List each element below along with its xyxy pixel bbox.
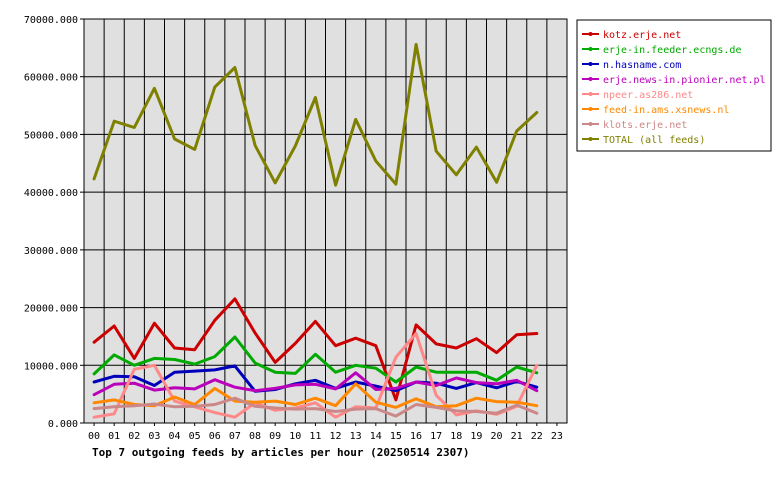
series-line-7: [92, 42, 539, 187]
legend-label: erje-in.feeder.ecngs.de: [603, 45, 741, 56]
x-tick-label: 19: [470, 431, 482, 442]
legend-box: [576, 19, 772, 152]
legend-label: feed-in.ams.xsnews.nl: [603, 105, 729, 116]
legend-marker: [588, 122, 593, 126]
legend-label: TOTAL (all feeds): [603, 135, 705, 146]
legend-label: npeer.as286.net: [603, 90, 693, 101]
x-tick-label: 05: [189, 431, 201, 442]
x-tick-label: 20: [491, 431, 503, 442]
legend: kotz.erje.net erje-in.feeder.ecngs.de n.ha…: [576, 19, 772, 152]
y-tick-label: 50000.000: [24, 130, 78, 141]
legend-label: erje.news-in.pionier.net.pl: [603, 75, 766, 86]
y-tick-label: 0.000: [48, 419, 78, 430]
x-tick-label: 01: [108, 431, 120, 442]
legend-label: n.hasname.com: [603, 60, 681, 71]
x-tick-label: 02: [128, 431, 140, 442]
grid: [84, 19, 567, 423]
y-tick-label: 10000.000: [24, 361, 78, 372]
y-axis-ticks: 0.000 10000.000 20000.000 30000.000 40000.00…: [24, 15, 84, 430]
series-lines: [92, 42, 539, 419]
legend-marker: [588, 62, 593, 66]
x-tick-label: 14: [370, 431, 382, 442]
x-tick-label: 07: [229, 431, 241, 442]
legend-label: klots.erje.net: [603, 120, 687, 131]
legend-marker: [588, 32, 593, 36]
series-line-5: [92, 382, 539, 409]
plot-frame: [83, 18, 568, 424]
x-tick-label: 15: [390, 431, 402, 442]
legend-marker: [588, 107, 593, 111]
legend-marker: [588, 47, 593, 51]
chart-title: Top 7 outgoing feeds by articles per hou…: [92, 446, 470, 459]
x-tick-label: 12: [330, 431, 342, 442]
series-line-2: [92, 364, 539, 393]
legend-marker: [588, 77, 593, 81]
x-tick-label: 04: [169, 431, 181, 442]
x-tick-label: 08: [249, 431, 261, 442]
y-tick-label: 30000.000: [24, 246, 78, 257]
x-tick-label: 13: [350, 431, 362, 442]
x-tick-label: 09: [269, 431, 281, 442]
y-tick-label: 20000.000: [24, 304, 78, 315]
legend-marker: [588, 137, 593, 141]
series-line-6: [92, 396, 539, 418]
x-tick-label: 11: [309, 431, 321, 442]
x-tick-label: 10: [289, 431, 301, 442]
x-axis-ticks: 00 01 02 03 04 05 06 07 08 09 10 11 12 13 14 15 16 17 18 19…: [88, 423, 563, 442]
x-tick-label: 23: [551, 431, 563, 442]
x-tick-label: 16: [410, 431, 422, 442]
x-tick-label: 21: [511, 431, 523, 442]
x-tick-label: 00: [88, 431, 100, 442]
x-tick-label: 06: [209, 431, 221, 442]
y-tick-label: 70000.000: [24, 15, 78, 26]
x-tick-label: 22: [531, 431, 543, 442]
series-line-1: [92, 335, 539, 384]
x-tick-label: 17: [430, 431, 442, 442]
series-line-4: [92, 332, 539, 419]
legend-label: kotz.erje.net: [603, 30, 681, 41]
x-tick-label: 03: [148, 431, 160, 442]
y-tick-label: 40000.000: [24, 188, 78, 199]
legend-marker: [588, 92, 593, 96]
series-line-0: [92, 297, 539, 402]
x-tick-label: 18: [450, 431, 462, 442]
y-tick-label: 60000.000: [24, 73, 78, 84]
